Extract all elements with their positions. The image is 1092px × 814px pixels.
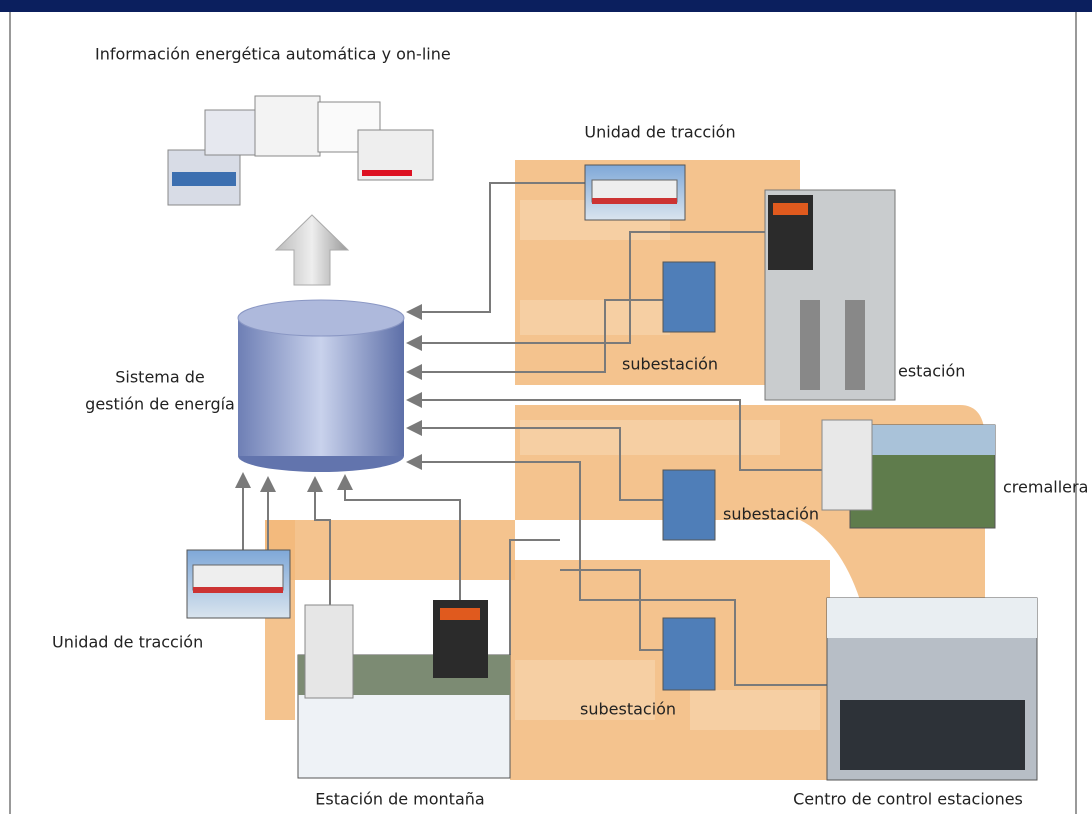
- meter: [304, 604, 354, 699]
- ceiling: [827, 598, 1037, 638]
- flow-band: [520, 420, 780, 455]
- node-label: Unidad de tracción: [52, 633, 203, 652]
- center-label: Sistema de: [115, 368, 205, 387]
- meter: [821, 419, 873, 511]
- screen: [254, 95, 321, 157]
- screenshots: [167, 95, 434, 206]
- connector: [509, 539, 560, 655]
- meter-display: [440, 608, 480, 620]
- screen: [172, 172, 236, 186]
- top-bar: [0, 0, 1092, 12]
- substation-photo: [662, 261, 716, 333]
- flow-band: [515, 660, 655, 720]
- node-label: estación: [898, 362, 965, 381]
- cylinder-body: [238, 318, 404, 456]
- node-label: Estación de montaña: [315, 790, 484, 809]
- connector: [406, 392, 822, 471]
- connector: [406, 299, 663, 380]
- desks: [840, 700, 1025, 770]
- flow-band: [520, 300, 670, 335]
- node-label: Centro de control estaciones: [793, 790, 1023, 809]
- gate: [845, 300, 865, 390]
- connector: [406, 454, 827, 686]
- screen: [204, 109, 261, 156]
- photos: [186, 164, 1038, 781]
- train: [192, 564, 284, 591]
- train-stripe: [592, 198, 677, 204]
- node-label: subestación: [622, 355, 718, 374]
- node-label: subestación: [580, 700, 676, 719]
- cylinder-top: [237, 299, 405, 337]
- connectors: [235, 182, 827, 686]
- connector: [307, 476, 331, 605]
- connector: [560, 569, 663, 651]
- center-label: gestión de energía: [85, 395, 235, 414]
- gate: [800, 300, 820, 390]
- title: Información energética automática y on-l…: [95, 45, 451, 64]
- database: [237, 299, 405, 472]
- connector: [337, 474, 461, 600]
- flow-band: [690, 690, 820, 730]
- connector: [406, 182, 585, 320]
- substation-photo: [662, 469, 716, 541]
- sky: [850, 425, 995, 455]
- node-label: cremallera: [1003, 478, 1088, 497]
- screen: [362, 170, 412, 176]
- train-stripe: [193, 587, 283, 593]
- connector: [406, 231, 768, 351]
- meter-display: [773, 203, 808, 215]
- node-label: subestación: [723, 505, 819, 524]
- node-label: Unidad de tracción: [584, 123, 735, 142]
- up-arrow: [274, 214, 350, 286]
- connector: [406, 420, 663, 501]
- substation-photo: [662, 617, 716, 691]
- flow-area: [265, 520, 515, 580]
